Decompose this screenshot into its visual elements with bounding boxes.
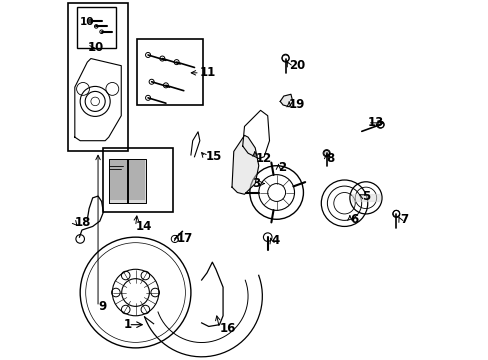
Text: 7: 7 [399,213,407,226]
Text: 19: 19 [288,99,305,112]
Text: 11: 11 [200,66,216,79]
Text: 13: 13 [367,116,383,129]
Text: 14: 14 [135,220,152,233]
Circle shape [323,150,329,156]
Text: 1: 1 [123,318,132,331]
Text: 6: 6 [349,213,357,226]
Text: 10: 10 [87,41,103,54]
Bar [67,3,128,152]
Text: 4: 4 [271,234,279,247]
Polygon shape [108,158,128,203]
Bar [77,7,116,48]
Polygon shape [280,94,292,107]
Text: 5: 5 [362,190,370,203]
Bar [103,148,173,212]
Polygon shape [127,160,145,200]
Text: 3: 3 [252,177,260,190]
Text: 17: 17 [176,233,192,246]
Text: 8: 8 [326,152,334,165]
Text: 20: 20 [288,59,305,72]
Text: 15: 15 [205,150,221,163]
Text: 18: 18 [75,216,91,229]
Text: 12: 12 [255,152,271,165]
Polygon shape [126,158,146,203]
Text: 9: 9 [98,300,106,313]
Text: 2: 2 [278,161,286,174]
Polygon shape [231,135,258,194]
Text: 10: 10 [80,17,94,27]
Text: 16: 16 [219,322,235,335]
Polygon shape [110,160,127,200]
Bar [137,39,203,105]
